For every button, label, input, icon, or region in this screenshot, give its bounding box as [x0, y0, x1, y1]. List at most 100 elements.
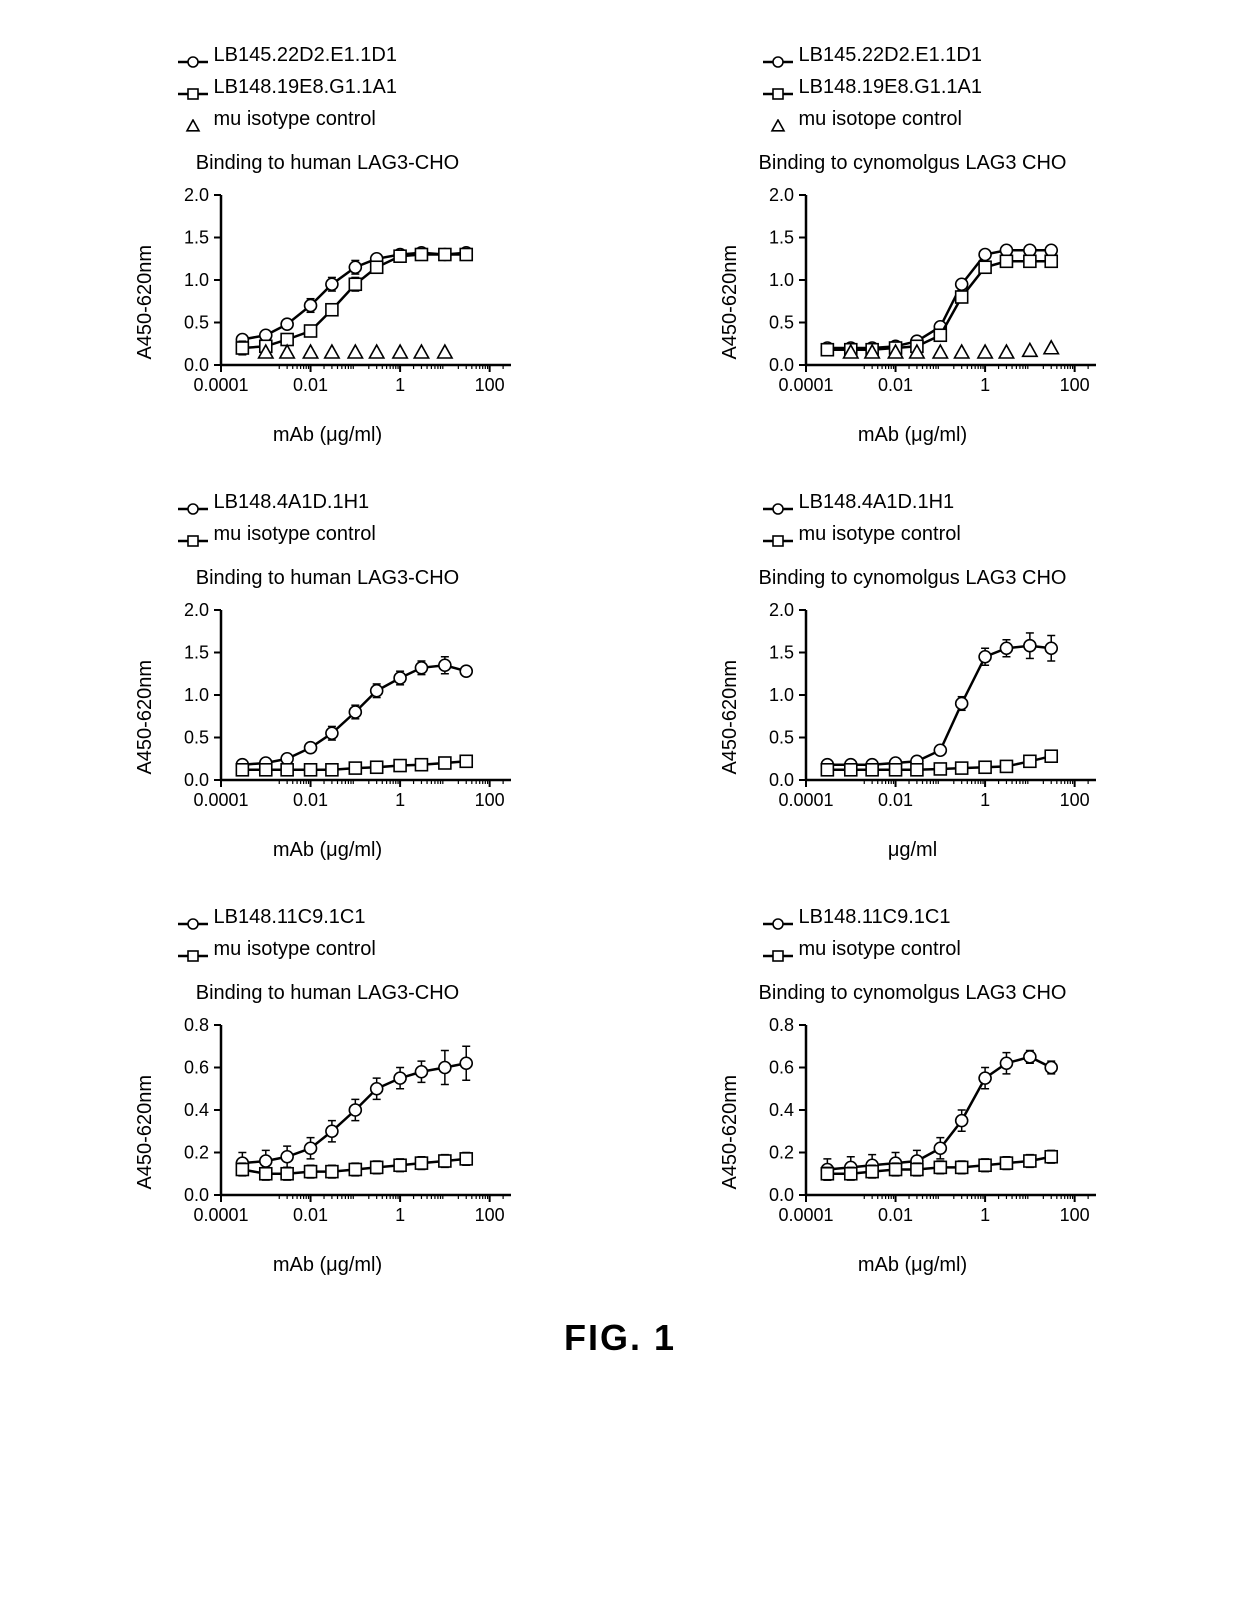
square-icon: [763, 80, 793, 94]
y-axis-label: A450-620nm: [134, 660, 157, 775]
svg-text:0.0: 0.0: [184, 1185, 209, 1205]
panel-grid: LB145.22D2.E1.1D1LB148.19E8.G1.1A1mu iso…: [70, 40, 1170, 1277]
svg-text:1.5: 1.5: [769, 228, 794, 248]
svg-text:0.0001: 0.0001: [778, 375, 833, 395]
panel-p2: LB145.22D2.E1.1D1LB148.19E8.G1.1A1mu iso…: [655, 40, 1170, 447]
legend-label: LB148.4A1D.1H1: [799, 487, 955, 517]
legend: LB148.11C9.1C1mu isotype control: [178, 902, 478, 966]
svg-text:1.0: 1.0: [184, 270, 209, 290]
legend-label: LB145.22D2.E1.1D1: [799, 40, 982, 70]
svg-text:2.0: 2.0: [184, 185, 209, 205]
panel-title: Binding to human LAG3-CHO: [196, 982, 459, 1005]
x-axis-label: mAb (μg/ml): [273, 1254, 382, 1277]
legend-item: LB148.19E8.G1.1A1: [763, 72, 1063, 102]
svg-text:1: 1: [395, 790, 405, 810]
legend-label: mu isotope control: [799, 104, 962, 134]
square-icon: [178, 527, 208, 541]
circle-icon: [178, 48, 208, 62]
svg-text:0.0001: 0.0001: [193, 1205, 248, 1225]
circle-icon: [763, 495, 793, 509]
circle-icon: [178, 495, 208, 509]
svg-text:2.0: 2.0: [769, 600, 794, 620]
svg-text:0.0: 0.0: [184, 355, 209, 375]
svg-text:0.4: 0.4: [769, 1100, 794, 1120]
svg-text:1: 1: [395, 1205, 405, 1225]
plot: 0.00.51.01.52.00.00010.011100: [161, 600, 521, 835]
legend-item: mu isotype control: [763, 934, 1063, 964]
legend-item: mu isotope control: [763, 104, 1063, 134]
svg-text:0.01: 0.01: [293, 375, 328, 395]
legend-label: LB148.4A1D.1H1: [214, 487, 370, 517]
svg-text:1.5: 1.5: [184, 228, 209, 248]
plot: 0.00.51.01.52.00.00010.011100: [746, 185, 1106, 420]
x-axis-label: μg/ml: [888, 839, 937, 862]
svg-text:2.0: 2.0: [184, 600, 209, 620]
svg-text:0.01: 0.01: [293, 790, 328, 810]
plot-wrap: A450-620nm0.00.20.40.60.80.00010.011100: [134, 1015, 521, 1250]
panel-p5: LB148.11C9.1C1mu isotype control Binding …: [70, 902, 585, 1277]
triangle-icon: [178, 112, 208, 126]
legend-item: LB148.4A1D.1H1: [763, 487, 1063, 517]
svg-text:0.0: 0.0: [769, 355, 794, 375]
square-icon: [178, 80, 208, 94]
legend-label: mu isotype control: [799, 519, 961, 549]
svg-text:1.0: 1.0: [769, 685, 794, 705]
legend: LB145.22D2.E1.1D1LB148.19E8.G1.1A1mu iso…: [763, 40, 1063, 136]
svg-text:0.0: 0.0: [769, 770, 794, 790]
plot-wrap: A450-620nm0.00.51.01.52.00.00010.011100: [134, 185, 521, 420]
panel-title: Binding to human LAG3-CHO: [196, 567, 459, 590]
legend-label: LB148.19E8.G1.1A1: [214, 72, 397, 102]
y-axis-label: A450-620nm: [719, 1075, 742, 1190]
svg-text:0.6: 0.6: [769, 1058, 794, 1078]
legend-item: mu isotype control: [178, 934, 478, 964]
svg-text:100: 100: [475, 790, 505, 810]
svg-text:1: 1: [980, 790, 990, 810]
plot-svg: 0.00.51.01.52.00.00010.011100: [746, 185, 1106, 415]
square-icon: [178, 942, 208, 956]
svg-text:0.01: 0.01: [293, 1205, 328, 1225]
svg-text:1: 1: [395, 375, 405, 395]
svg-text:0.5: 0.5: [184, 313, 209, 333]
svg-text:2.0: 2.0: [769, 185, 794, 205]
svg-text:1.5: 1.5: [184, 643, 209, 663]
panel-title: Binding to human LAG3-CHO: [196, 152, 459, 175]
y-axis-label: A450-620nm: [134, 1075, 157, 1190]
legend-label: LB145.22D2.E1.1D1: [214, 40, 397, 70]
square-icon: [763, 527, 793, 541]
svg-text:1.0: 1.0: [184, 685, 209, 705]
plot-wrap: A450-620nm0.00.51.01.52.00.00010.011100: [134, 600, 521, 835]
x-axis-label: mAb (μg/ml): [858, 1254, 967, 1277]
svg-text:1: 1: [980, 375, 990, 395]
plot-svg: 0.00.51.01.52.00.00010.011100: [161, 600, 521, 830]
triangle-icon: [763, 112, 793, 126]
panel-p1: LB145.22D2.E1.1D1LB148.19E8.G1.1A1mu iso…: [70, 40, 585, 447]
plot-wrap: A450-620nm0.00.20.40.60.80.00010.011100: [719, 1015, 1106, 1250]
svg-text:1.5: 1.5: [769, 643, 794, 663]
figure-caption: FIG. 1: [70, 1317, 1170, 1359]
svg-text:0.0001: 0.0001: [778, 1205, 833, 1225]
y-axis-label: A450-620nm: [719, 245, 742, 360]
legend-item: LB148.11C9.1C1: [763, 902, 1063, 932]
svg-text:100: 100: [1060, 375, 1090, 395]
legend-label: mu isotype control: [799, 934, 961, 964]
plot: 0.00.20.40.60.80.00010.011100: [746, 1015, 1106, 1250]
legend-item: mu isotype control: [178, 104, 478, 134]
legend-item: LB145.22D2.E1.1D1: [763, 40, 1063, 70]
svg-text:0.01: 0.01: [878, 790, 913, 810]
svg-text:0.2: 0.2: [769, 1143, 794, 1163]
svg-text:0.5: 0.5: [769, 728, 794, 748]
plot-svg: 0.00.20.40.60.80.00010.011100: [746, 1015, 1106, 1245]
panel-p4: LB148.4A1D.1H1mu isotype controlBinding …: [655, 487, 1170, 862]
plot-svg: 0.00.51.01.52.00.00010.011100: [746, 600, 1106, 830]
svg-text:1: 1: [980, 1205, 990, 1225]
svg-text:100: 100: [1060, 1205, 1090, 1225]
legend-item: LB148.4A1D.1H1: [178, 487, 478, 517]
svg-text:0.8: 0.8: [184, 1015, 209, 1035]
plot: 0.00.20.40.60.80.00010.011100: [161, 1015, 521, 1250]
legend-item: LB145.22D2.E1.1D1: [178, 40, 478, 70]
legend-label: mu isotype control: [214, 519, 376, 549]
svg-text:0.01: 0.01: [878, 375, 913, 395]
svg-text:0.0001: 0.0001: [778, 790, 833, 810]
legend: LB145.22D2.E1.1D1LB148.19E8.G1.1A1mu iso…: [178, 40, 478, 136]
svg-text:0.5: 0.5: [769, 313, 794, 333]
